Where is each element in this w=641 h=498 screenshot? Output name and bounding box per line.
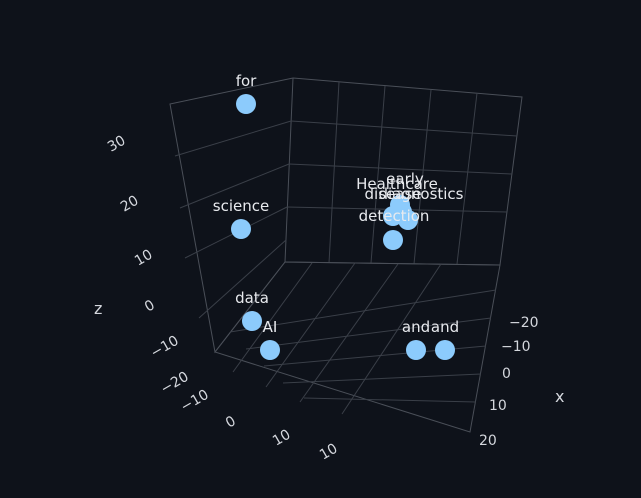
x-axis-ticks: −20 −10 0 10 20: [479, 315, 539, 449]
point-label: science: [213, 197, 269, 215]
x-tick: −20: [509, 315, 539, 331]
z-axis-ticks: 30 20 10 0 −10: [105, 133, 182, 362]
x-tick: 10: [489, 398, 507, 414]
scatter-point[interactable]: [260, 340, 280, 360]
y-axis-ticks: −20 −10 0 10: [158, 369, 293, 450]
scatter-point[interactable]: [392, 202, 412, 222]
scatter-point[interactable]: [236, 94, 256, 114]
z-tick: −10: [148, 333, 182, 362]
scatter-point[interactable]: [435, 340, 455, 360]
point-label: and: [402, 318, 430, 336]
y-tick: 10: [317, 441, 340, 464]
point-label: and: [431, 318, 459, 336]
z-tick: 20: [118, 193, 141, 216]
scatter-points: for science data AI and and Healthcareearlydis…: [213, 72, 464, 360]
y-tick: −10: [178, 387, 212, 416]
scatter-point[interactable]: [231, 219, 251, 239]
point-label: detection: [359, 207, 430, 225]
point-label: early: [386, 170, 424, 188]
point-label: Healthcare: [356, 175, 438, 193]
x-tick: 0: [502, 366, 511, 382]
point-label: disease: [365, 185, 422, 203]
x-tick: 20: [479, 433, 497, 449]
y-tick: −20: [158, 369, 192, 398]
x-tick: −10: [501, 339, 531, 355]
point-label: data: [235, 289, 269, 307]
x-axis-title: x: [555, 387, 564, 406]
y-tick: 10: [270, 427, 293, 450]
scatter-point[interactable]: [406, 340, 426, 360]
z-tick: 30: [105, 133, 128, 156]
grid-left-wall: [169, 77, 294, 354]
point-label: AI: [263, 318, 278, 336]
z-axis-title: z: [94, 299, 102, 318]
z-tick: 10: [132, 247, 155, 270]
y-axis-ticks-low: 10: [317, 441, 340, 464]
point-label: diagnostics: [378, 185, 463, 203]
point-label: for: [236, 72, 257, 90]
scatter-point[interactable]: [383, 230, 403, 250]
z-tick: 0: [142, 297, 158, 315]
scatter-point[interactable]: [242, 311, 262, 331]
grid-floor: [214, 261, 501, 433]
y-tick: 0: [223, 413, 239, 431]
